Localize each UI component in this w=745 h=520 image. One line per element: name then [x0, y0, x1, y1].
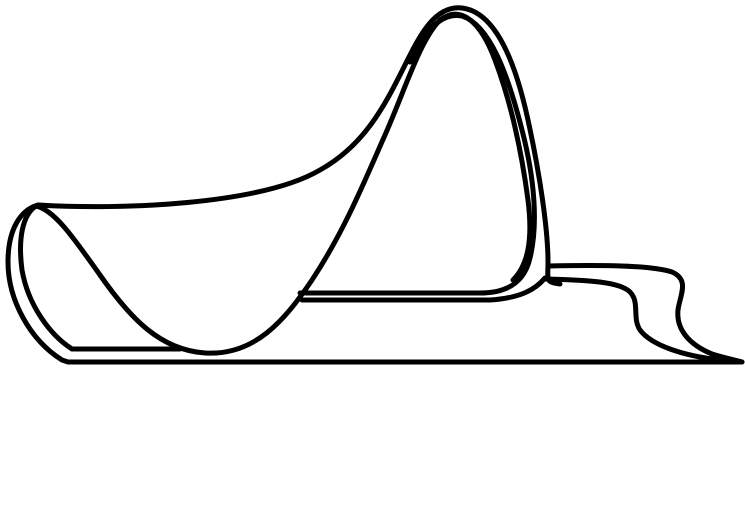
inner-loop-outline [33, 11, 533, 356]
right-tail-lower [542, 276, 723, 363]
left-curl-inner [18, 203, 75, 352]
inner-floor-line [299, 275, 548, 303]
right-tail-curve [545, 263, 745, 365]
left-curl-outer [5, 202, 71, 365]
arch-inner-contour [297, 13, 537, 296]
outer-loop-outline [35, 5, 563, 287]
